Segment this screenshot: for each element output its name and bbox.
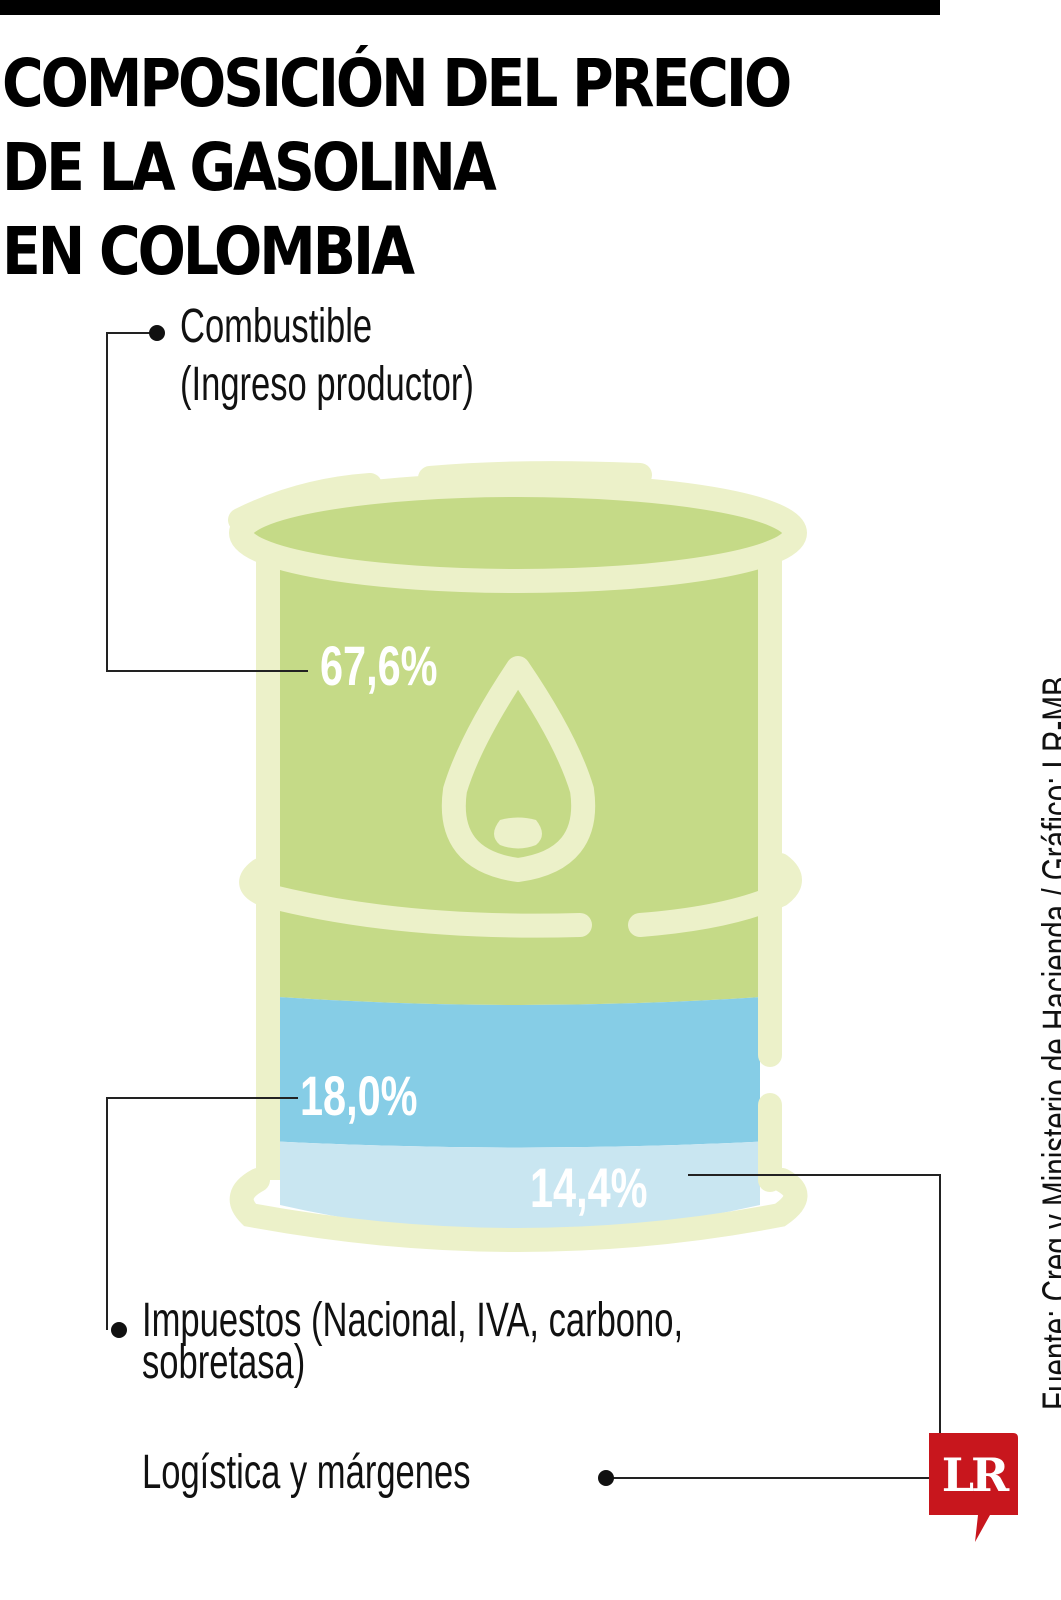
title-line-1: COMPOSICIÓN DEL PRECIO bbox=[2, 45, 792, 122]
value-impuestos: 18,0% bbox=[300, 1064, 418, 1127]
label-combustible: Combustible (Ingreso productor) bbox=[180, 300, 474, 411]
title-line-2: DE LA GASOLINA bbox=[2, 129, 497, 206]
segment-impuestos bbox=[280, 995, 760, 1148]
segment-combustible bbox=[280, 540, 760, 1005]
top-rule bbox=[0, 0, 940, 15]
leader-lines bbox=[106, 332, 941, 1479]
title-line-3: EN COLOMBIA bbox=[2, 213, 415, 290]
drop-icon bbox=[441, 656, 596, 882]
value-combustible: 67,6% bbox=[320, 634, 438, 697]
barrel-fill bbox=[280, 540, 760, 1233]
segment-logistica bbox=[280, 1140, 760, 1233]
logo-text: LR bbox=[941, 1448, 1010, 1502]
label-logistica: Logística y márgenes bbox=[142, 1446, 471, 1499]
page-title: COMPOSICIÓN DEL PRECIO DE LA GASOLINA EN… bbox=[2, 42, 792, 294]
label-impuestos: Impuestos (Nacional, IVA, carbono, sobre… bbox=[142, 1294, 684, 1389]
lr-logo-icon bbox=[929, 1433, 1018, 1542]
source-credit: Fuente: Creg y Ministerio de Hacienda / … bbox=[1035, 676, 1061, 1410]
value-logistica: 14,4% bbox=[530, 1156, 648, 1219]
